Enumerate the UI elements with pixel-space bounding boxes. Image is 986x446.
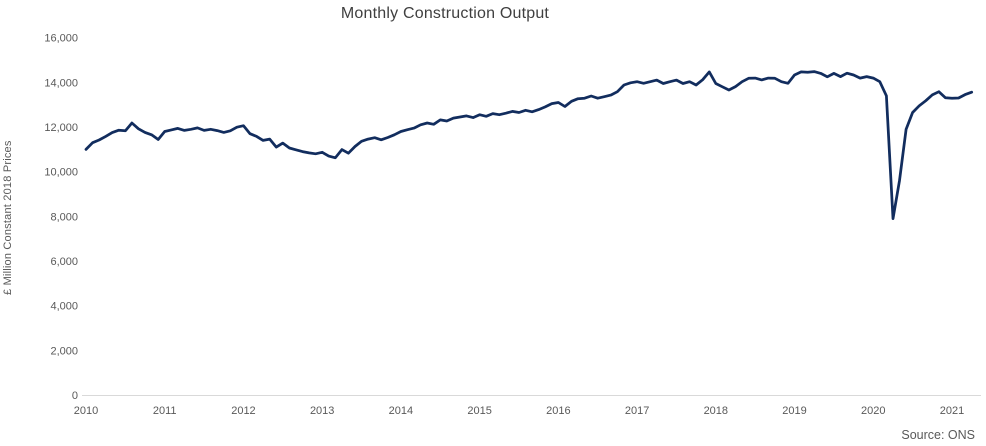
- x-tick-label: 2014: [389, 405, 413, 417]
- y-tick-label: 6,000: [50, 256, 78, 268]
- x-tick-label: 2018: [704, 405, 728, 417]
- y-tick-label: 10,000: [44, 167, 78, 179]
- y-tick-label: 2,000: [50, 345, 78, 357]
- output-series-line: [84, 70, 974, 220]
- y-tick-label: 4,000: [50, 301, 78, 313]
- y-tick-label: 14,000: [44, 77, 78, 89]
- x-tick-label: 2011: [153, 405, 177, 417]
- y-tick-label: 16,000: [44, 33, 78, 45]
- y-tick-label: 12,000: [44, 122, 78, 134]
- x-tick-label: 2020: [861, 405, 885, 417]
- x-tick-label: 2016: [546, 405, 570, 417]
- x-tick-label: 2021: [940, 405, 964, 417]
- x-tick-label: 2013: [310, 405, 334, 417]
- x-tick-label: 2010: [74, 405, 98, 417]
- x-tick-label: 2019: [782, 405, 806, 417]
- source-note: Source: ONS: [901, 428, 975, 442]
- x-tick-label: 2012: [231, 405, 255, 417]
- x-tick-label: 2015: [467, 405, 491, 417]
- x-tick-label: 2017: [625, 405, 649, 417]
- chart-title: Monthly Construction Output: [340, 5, 550, 22]
- y-tick-label: 0: [72, 390, 78, 402]
- y-tick-label: 8,000: [50, 211, 78, 223]
